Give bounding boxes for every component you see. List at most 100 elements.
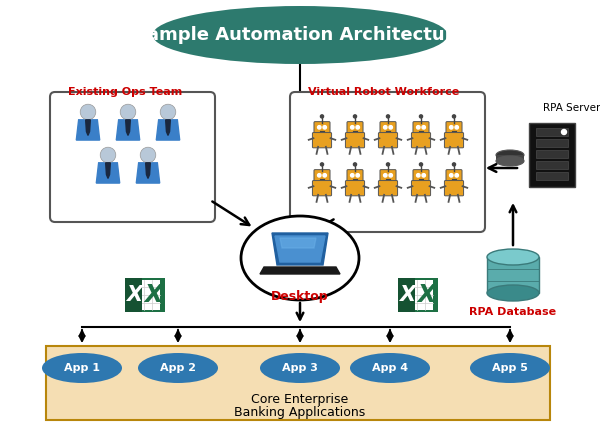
Circle shape	[422, 126, 425, 129]
Circle shape	[100, 147, 116, 163]
Circle shape	[386, 115, 389, 118]
Polygon shape	[116, 120, 140, 140]
FancyBboxPatch shape	[314, 122, 330, 135]
Text: X: X	[126, 285, 142, 305]
Text: RPA Database: RPA Database	[469, 307, 557, 317]
FancyBboxPatch shape	[445, 181, 464, 196]
FancyBboxPatch shape	[412, 133, 431, 148]
FancyBboxPatch shape	[314, 169, 330, 183]
Circle shape	[416, 126, 420, 129]
FancyBboxPatch shape	[446, 169, 462, 183]
FancyBboxPatch shape	[379, 133, 398, 148]
Ellipse shape	[496, 150, 524, 160]
Circle shape	[160, 104, 176, 120]
Text: Core Enterprise: Core Enterprise	[251, 393, 349, 406]
Text: App 4: App 4	[372, 363, 408, 373]
Circle shape	[80, 104, 96, 120]
FancyBboxPatch shape	[398, 278, 437, 312]
FancyBboxPatch shape	[487, 257, 539, 293]
FancyBboxPatch shape	[536, 128, 568, 136]
Circle shape	[317, 126, 321, 129]
Text: Banking Applications: Banking Applications	[235, 406, 365, 419]
Circle shape	[386, 163, 389, 166]
Text: App 1: App 1	[64, 363, 100, 373]
FancyBboxPatch shape	[347, 122, 363, 135]
Text: Existing Ops Team: Existing Ops Team	[68, 87, 182, 97]
Circle shape	[449, 174, 453, 177]
Circle shape	[455, 174, 458, 177]
FancyBboxPatch shape	[536, 139, 568, 147]
FancyBboxPatch shape	[412, 181, 431, 196]
Text: X: X	[145, 283, 163, 307]
Text: Virtual Robot Workforce: Virtual Robot Workforce	[308, 87, 459, 97]
FancyBboxPatch shape	[346, 133, 365, 148]
FancyBboxPatch shape	[46, 346, 550, 420]
Text: RPA Server: RPA Server	[543, 103, 600, 113]
FancyBboxPatch shape	[313, 181, 332, 196]
Circle shape	[383, 174, 387, 177]
Circle shape	[419, 163, 422, 166]
Ellipse shape	[152, 6, 448, 64]
Circle shape	[452, 115, 455, 118]
Text: App 2: App 2	[160, 363, 196, 373]
Polygon shape	[156, 120, 180, 140]
Circle shape	[416, 174, 420, 177]
Polygon shape	[280, 238, 316, 248]
FancyBboxPatch shape	[346, 181, 365, 196]
Polygon shape	[76, 120, 100, 140]
FancyBboxPatch shape	[313, 133, 332, 148]
FancyBboxPatch shape	[445, 133, 464, 148]
Circle shape	[389, 174, 392, 177]
Ellipse shape	[138, 353, 218, 383]
Polygon shape	[275, 236, 325, 262]
Ellipse shape	[470, 353, 550, 383]
FancyBboxPatch shape	[290, 92, 485, 232]
FancyBboxPatch shape	[379, 181, 398, 196]
Circle shape	[353, 163, 356, 166]
Circle shape	[140, 147, 156, 163]
FancyBboxPatch shape	[380, 122, 396, 135]
Polygon shape	[146, 163, 151, 178]
FancyBboxPatch shape	[413, 169, 429, 183]
Circle shape	[356, 126, 359, 129]
Text: X: X	[418, 283, 436, 307]
Circle shape	[323, 126, 326, 129]
Circle shape	[320, 163, 323, 166]
FancyBboxPatch shape	[125, 278, 142, 312]
Ellipse shape	[487, 285, 539, 301]
Polygon shape	[125, 120, 130, 136]
Polygon shape	[260, 267, 340, 274]
Circle shape	[323, 174, 326, 177]
Ellipse shape	[487, 249, 539, 265]
Ellipse shape	[42, 353, 122, 383]
Circle shape	[350, 174, 354, 177]
Ellipse shape	[350, 353, 430, 383]
FancyBboxPatch shape	[536, 161, 568, 169]
Circle shape	[353, 115, 356, 118]
Circle shape	[383, 126, 387, 129]
FancyBboxPatch shape	[398, 278, 415, 312]
FancyBboxPatch shape	[347, 169, 363, 183]
Ellipse shape	[241, 216, 359, 300]
Circle shape	[419, 115, 422, 118]
Text: App 3: App 3	[282, 363, 318, 373]
FancyBboxPatch shape	[409, 280, 433, 310]
Text: App 5: App 5	[492, 363, 528, 373]
FancyBboxPatch shape	[50, 92, 215, 222]
Text: X: X	[399, 285, 415, 305]
Polygon shape	[272, 233, 328, 265]
Circle shape	[422, 174, 425, 177]
Polygon shape	[136, 163, 160, 183]
Polygon shape	[96, 163, 120, 183]
Text: Desktop: Desktop	[271, 290, 329, 303]
Circle shape	[562, 130, 566, 135]
Circle shape	[356, 174, 359, 177]
Ellipse shape	[260, 353, 340, 383]
FancyBboxPatch shape	[125, 278, 164, 312]
FancyBboxPatch shape	[496, 155, 524, 161]
FancyBboxPatch shape	[413, 122, 429, 135]
Circle shape	[350, 126, 354, 129]
Circle shape	[449, 126, 453, 129]
Polygon shape	[106, 163, 110, 178]
Circle shape	[389, 126, 392, 129]
